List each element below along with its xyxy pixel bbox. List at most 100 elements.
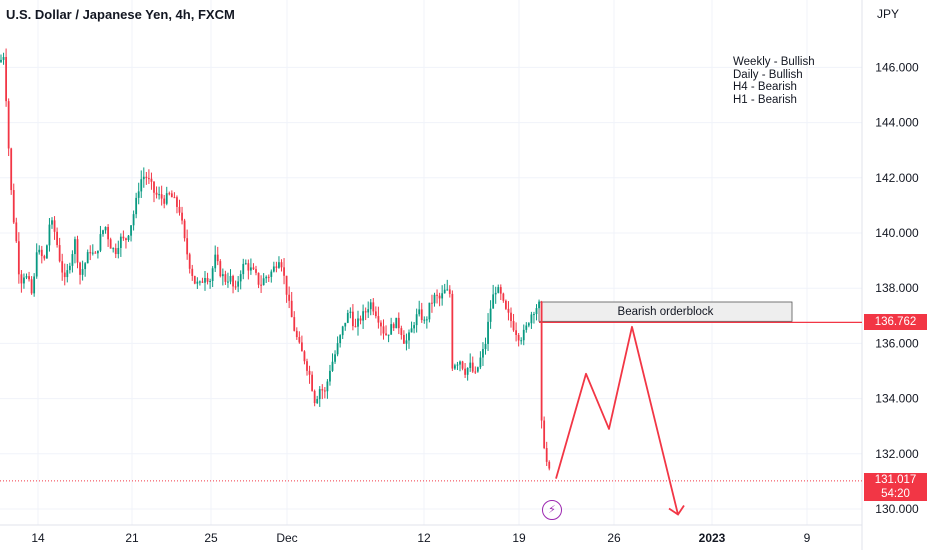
candle-body — [469, 362, 472, 368]
candle-body — [438, 295, 441, 299]
candle-body — [257, 272, 260, 285]
candle-body — [290, 300, 293, 318]
candle-body — [2, 57, 5, 60]
candle-body — [329, 370, 331, 382]
candle-body — [234, 286, 237, 288]
currency-label: JPY — [877, 7, 900, 21]
candle-body — [301, 342, 303, 352]
y-tick-label: 136.000 — [875, 336, 919, 350]
candle-body — [285, 275, 288, 295]
candle-body — [433, 294, 436, 304]
candle-body — [479, 357, 482, 368]
candle-body — [242, 263, 245, 275]
candle-body — [114, 248, 117, 255]
candle-body — [357, 318, 359, 327]
candle-body — [219, 261, 222, 277]
candle-body — [520, 340, 523, 342]
candle-body — [267, 276, 270, 278]
candle-body — [153, 181, 155, 193]
y-tick-label: 140.000 — [875, 226, 919, 240]
candle-body — [199, 281, 201, 283]
y-tick-label: 134.000 — [875, 392, 919, 406]
candle-body — [494, 292, 497, 295]
candle-body — [209, 280, 211, 282]
candle-body — [423, 319, 426, 321]
candle-body — [540, 301, 543, 421]
candle-body — [148, 178, 150, 180]
candle-body — [295, 330, 298, 338]
candle-body — [344, 322, 347, 327]
candle-body — [40, 249, 43, 257]
candle-body — [71, 254, 74, 266]
candle-body — [336, 343, 339, 355]
x-tick-label: 19 — [512, 531, 526, 545]
candle-body — [168, 193, 171, 195]
candle-body — [216, 254, 219, 262]
candle-body — [454, 365, 456, 369]
candle-body — [408, 332, 410, 341]
candle-body — [339, 335, 342, 344]
x-tick-label: 25 — [204, 531, 218, 545]
candle-body — [86, 252, 89, 264]
x-tick-label: 2023 — [699, 531, 726, 545]
candle-body — [260, 284, 262, 286]
candle-body — [150, 178, 153, 182]
lightning-icon[interactable]: ⚡ — [542, 500, 562, 520]
candle-body — [229, 276, 232, 282]
candle-body — [104, 226, 107, 231]
candle-body — [303, 351, 306, 362]
candle-body — [405, 340, 408, 344]
x-tick-label: 21 — [125, 531, 139, 545]
candle-body — [497, 287, 500, 293]
candle-body — [474, 371, 477, 373]
candle-body — [250, 267, 252, 271]
candle-body — [545, 448, 548, 462]
candle-body — [89, 252, 92, 254]
candle-body — [79, 262, 81, 275]
candle-body — [74, 239, 76, 255]
candle-body — [372, 302, 375, 312]
candle-body — [362, 311, 364, 321]
candle-body — [451, 293, 454, 369]
candle-body — [466, 367, 469, 375]
candle-body — [191, 268, 194, 276]
candle-body — [367, 309, 370, 313]
candle-body — [170, 193, 173, 198]
candle-body — [400, 328, 403, 335]
orderblock-label: Bearish orderblock — [617, 306, 714, 318]
candle-body — [232, 276, 234, 287]
candle-body — [158, 194, 160, 196]
candle-body — [392, 324, 395, 329]
y-tick-label: 142.000 — [875, 171, 919, 185]
candle-body — [91, 252, 94, 254]
candle-body — [176, 197, 178, 207]
note-h4: H4 - Bearish — [733, 81, 797, 93]
candle-body — [318, 389, 321, 400]
candle-body — [188, 254, 191, 269]
candle-body — [420, 309, 423, 321]
candle-body — [214, 254, 217, 269]
candle-body — [186, 238, 189, 255]
candle-body — [446, 289, 449, 291]
candle-body — [163, 198, 166, 204]
candle-body — [102, 230, 104, 235]
candle-body — [326, 381, 329, 392]
candle-body — [484, 343, 487, 350]
candle-body — [436, 294, 438, 296]
candle-body — [5, 57, 7, 102]
candle-body — [130, 225, 132, 236]
candle-body — [109, 239, 112, 249]
candle-body — [17, 241, 20, 275]
candle-body — [23, 277, 25, 284]
candle-body — [196, 281, 199, 284]
candle-body — [298, 337, 301, 343]
projection-path — [555, 325, 679, 515]
candle-body — [515, 330, 517, 335]
candle-body — [293, 317, 296, 331]
candle-body — [117, 247, 120, 255]
candle-body — [125, 238, 127, 241]
candle-body — [441, 293, 444, 299]
candle-body — [272, 266, 275, 272]
candle-body — [517, 334, 520, 341]
